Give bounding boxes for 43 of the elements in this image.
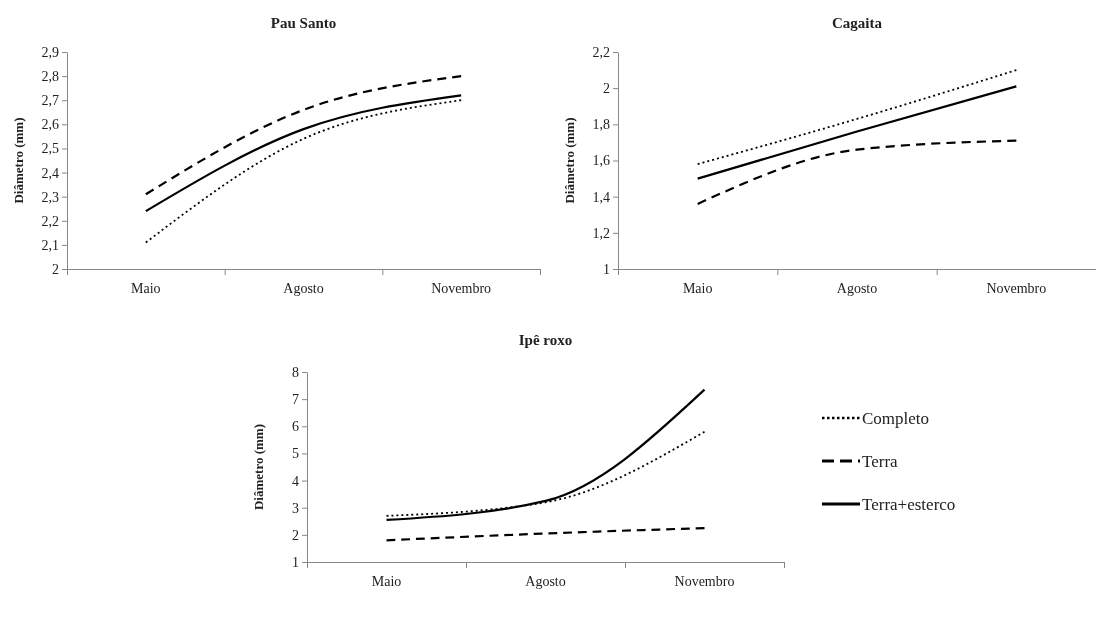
chart-title: Pau Santo (270, 15, 337, 31)
legend-label: Terra+esterco (862, 495, 956, 514)
y-tick-label: 2,9 (41, 44, 59, 60)
x-tick-label: Maio (682, 281, 713, 296)
x-tick-label: Novembro (674, 574, 735, 589)
x-tick-label: Maio (131, 281, 161, 296)
chart-title: Ipê roxo (518, 332, 573, 348)
y-tick-label: 2,4 (41, 165, 59, 181)
legend-label: Completo (862, 409, 930, 428)
y-tick-label: 2 (603, 81, 610, 97)
legend-label: Terra (862, 452, 899, 471)
x-tick-label: Agosto (283, 281, 324, 296)
y-tick-label: 2,2 (592, 44, 610, 60)
y-tick-label: 2,6 (41, 117, 59, 133)
x-tick-label: Agosto (836, 281, 878, 296)
y-tick-label: 8 (292, 364, 299, 380)
x-tick-label: Maio (371, 574, 402, 589)
y-tick-label: 7 (292, 392, 299, 408)
x-tick-label: Novembro (431, 281, 492, 296)
y-axis-title: Diâmetro (mm) (11, 117, 26, 204)
y-tick-label: 1,2 (592, 225, 610, 241)
x-tick-label: Novembro (986, 281, 1047, 296)
y-tick-label: 2,2 (41, 213, 59, 229)
y-tick-label: 1 (292, 554, 299, 570)
y-tick-label: 2,7 (41, 93, 59, 109)
y-tick-label: 6 (292, 419, 299, 435)
y-tick-label: 1 (603, 261, 610, 277)
x-tick-label: Agosto (525, 574, 566, 589)
y-tick-label: 5 (292, 446, 299, 462)
y-tick-label: 1,4 (592, 189, 610, 205)
y-tick-label: 2 (292, 527, 299, 543)
y-tick-label: 2,8 (41, 69, 59, 85)
y-axis-title: Diâmetro (mm) (251, 423, 266, 511)
y-tick-label: 4 (292, 473, 299, 489)
y-tick-label: 2,5 (41, 141, 59, 157)
y-tick-label: 2 (52, 261, 59, 277)
y-axis-title: Diâmetro (mm) (562, 117, 577, 204)
y-tick-label: 2,3 (41, 189, 59, 205)
y-tick-label: 2,1 (41, 237, 59, 253)
chart-title: Cagaita (832, 15, 883, 31)
y-tick-label: 1,8 (592, 117, 610, 133)
y-tick-label: 3 (292, 500, 299, 516)
y-tick-label: 1,6 (592, 153, 610, 169)
